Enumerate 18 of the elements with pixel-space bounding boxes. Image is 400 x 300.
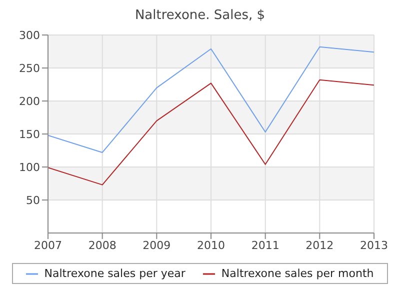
chart-title: Naltrexone. Sales, $ xyxy=(134,8,266,23)
x-tick-label: 2007 xyxy=(34,238,62,252)
x-tick-label: 2011 xyxy=(251,238,280,252)
y-tick-label: 50 xyxy=(26,194,40,207)
y-tick-label: 250 xyxy=(19,62,40,75)
y-tick-label: 300 xyxy=(19,28,40,42)
y-tick-label: 150 xyxy=(19,128,40,141)
line-series xyxy=(48,46,374,153)
x-tick-label: 2012 xyxy=(306,238,334,252)
y-tick-label: 100 xyxy=(19,160,40,174)
legend-label: Naltrexone sales per month xyxy=(221,267,374,280)
x-tick-label: 2010 xyxy=(197,238,225,252)
legend-label: Naltrexone sales per year xyxy=(44,267,186,280)
line-series xyxy=(48,79,374,186)
y-tick-label: 200 xyxy=(19,94,40,108)
x-tick-label: 2008 xyxy=(88,238,116,252)
x-tick-label: 2009 xyxy=(142,238,171,252)
x-tick-label: 2013 xyxy=(360,238,388,252)
